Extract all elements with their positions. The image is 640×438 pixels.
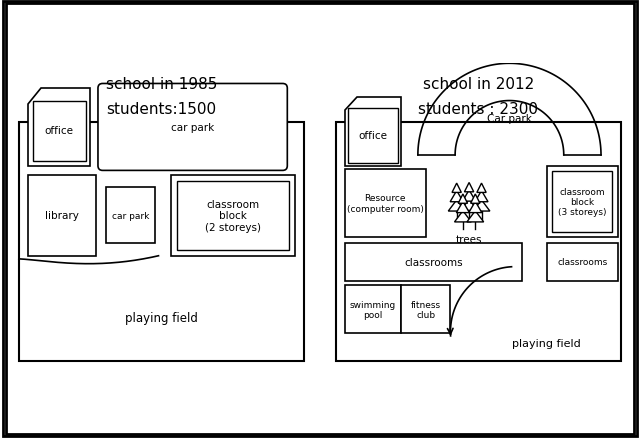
Bar <box>547 244 618 281</box>
Bar <box>106 188 156 244</box>
Bar <box>177 182 289 250</box>
Text: classrooms: classrooms <box>404 258 463 267</box>
Text: Resource
(computer room): Resource (computer room) <box>347 194 424 213</box>
Bar <box>345 286 401 334</box>
Polygon shape <box>345 98 401 166</box>
Text: classroom
block
(2 storeys): classroom block (2 storeys) <box>205 199 261 233</box>
Polygon shape <box>467 211 484 223</box>
Text: swimming
pool: swimming pool <box>349 300 396 319</box>
Polygon shape <box>473 201 490 212</box>
Bar <box>33 101 86 162</box>
Text: school in 2012: school in 2012 <box>423 77 534 92</box>
Polygon shape <box>450 191 463 202</box>
Text: office: office <box>45 126 74 136</box>
Text: car park: car park <box>112 212 149 220</box>
Text: library: library <box>45 211 79 221</box>
Text: trees: trees <box>456 234 483 244</box>
Polygon shape <box>470 194 480 204</box>
Bar <box>345 244 522 281</box>
Text: playing field: playing field <box>125 311 198 325</box>
Polygon shape <box>28 89 90 166</box>
Polygon shape <box>475 191 488 202</box>
Polygon shape <box>458 194 468 204</box>
Bar <box>345 170 426 237</box>
Text: students:1500: students:1500 <box>106 101 217 116</box>
Bar <box>19 123 305 361</box>
Polygon shape <box>452 184 461 193</box>
Text: car park: car park <box>171 123 214 133</box>
Polygon shape <box>461 200 477 211</box>
Polygon shape <box>448 201 465 212</box>
Text: classroom
block
(3 storeys): classroom block (3 storeys) <box>558 187 607 217</box>
Bar <box>335 123 621 361</box>
Text: Car park: Car park <box>487 113 532 124</box>
Bar <box>552 172 612 232</box>
Text: classrooms: classrooms <box>557 258 607 267</box>
Polygon shape <box>454 211 471 223</box>
Text: office: office <box>358 131 387 140</box>
Polygon shape <box>477 184 486 193</box>
Bar <box>348 109 397 163</box>
Text: playing field: playing field <box>512 338 581 348</box>
Text: school in 1985: school in 1985 <box>106 77 218 92</box>
Text: fitness
club: fitness club <box>411 300 441 319</box>
Bar <box>547 166 618 237</box>
Polygon shape <box>468 202 482 213</box>
Polygon shape <box>465 183 474 192</box>
FancyBboxPatch shape <box>98 84 287 171</box>
Bar <box>171 176 295 256</box>
Text: students : 2300: students : 2300 <box>419 101 538 116</box>
Polygon shape <box>456 202 469 213</box>
Bar <box>401 286 451 334</box>
Polygon shape <box>463 191 476 201</box>
Bar <box>28 176 97 256</box>
